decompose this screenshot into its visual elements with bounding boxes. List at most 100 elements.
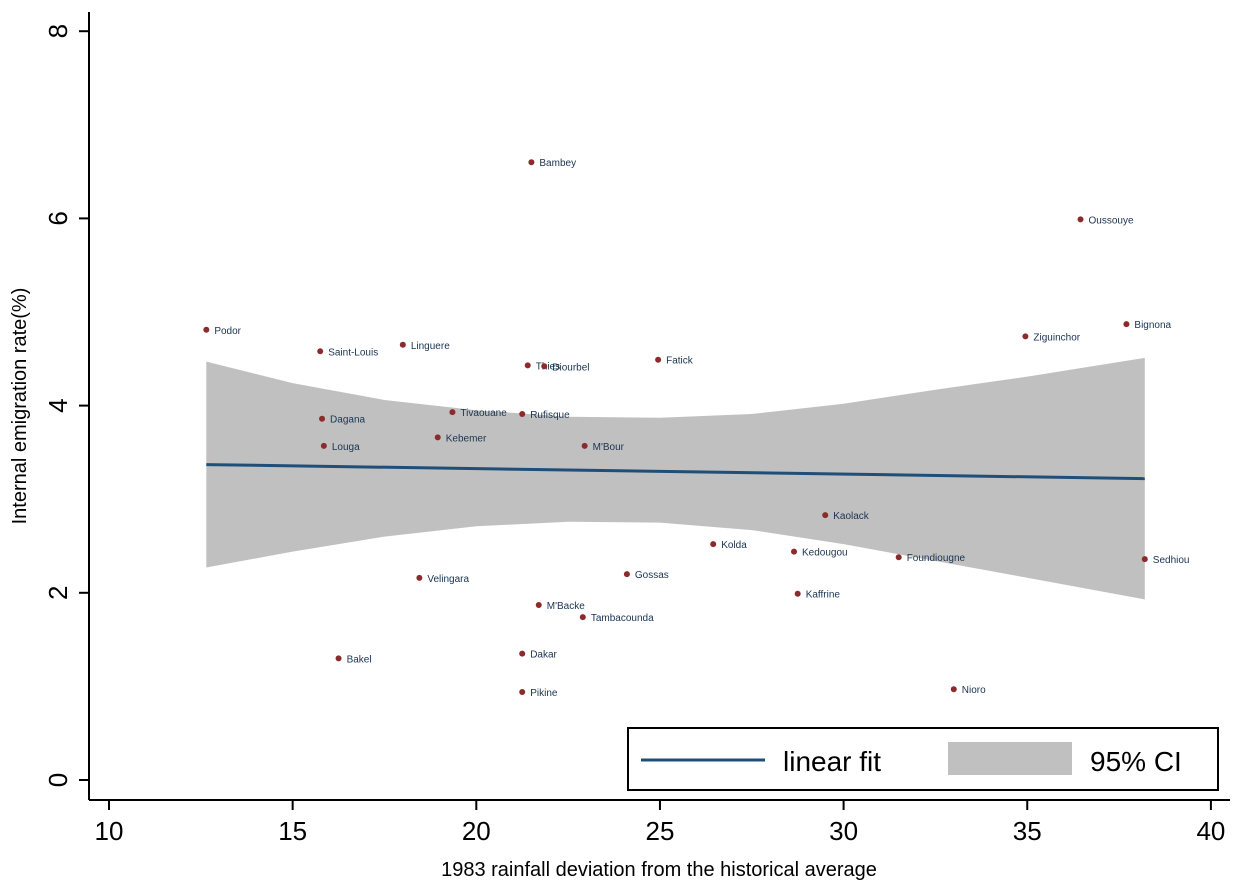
x-tick-label: 30 [829, 816, 858, 846]
data-point [535, 601, 542, 608]
data-point-label: Bambey [539, 158, 576, 169]
data-point [519, 411, 526, 418]
data-point-label: Kolda [721, 540, 747, 551]
data-point [579, 614, 586, 621]
data-point-group: Kaffrine [794, 590, 840, 601]
data-point [320, 442, 327, 449]
data-point-group: Dagana [319, 415, 366, 426]
data-point-label: M'Bour [593, 442, 625, 453]
y-tick-label: 0 [43, 773, 73, 787]
data-point-label: Oussouye [1089, 215, 1134, 226]
data-point [203, 326, 210, 333]
data-point-group: Foundiougne [895, 553, 966, 564]
data-point [335, 655, 342, 662]
data-point [1077, 216, 1084, 223]
data-point [541, 363, 548, 370]
y-tick-label: 8 [43, 24, 73, 38]
x-tick-label: 40 [1196, 816, 1225, 846]
data-point-label: Diourbel [552, 362, 589, 373]
data-point [581, 442, 588, 449]
x-axis-title: 1983 rainfall deviation from the histori… [441, 859, 877, 881]
y-tick-label: 6 [43, 211, 73, 225]
data-point-group: Podor [203, 326, 242, 337]
data-point [449, 409, 456, 416]
data-point-label: M'Backe [547, 601, 585, 612]
data-point-group: Dakar [519, 650, 558, 661]
data-point-label: Tambacounda [591, 613, 654, 624]
x-tick-label: 25 [645, 816, 674, 846]
data-point-group: Rufisque [519, 410, 570, 421]
y-axis-title: Internal emigration rate(%) [9, 288, 31, 525]
data-point-label: Podor [214, 326, 241, 337]
data-point-group: Kedougou [791, 548, 848, 559]
data-point [528, 159, 535, 166]
data-point [399, 341, 406, 348]
data-point-group: Pikine [519, 688, 558, 699]
data-point [822, 512, 829, 519]
data-point-label: Saint-Louis [328, 347, 378, 358]
data-point [519, 689, 526, 696]
legend-label-linear-fit: linear fit [783, 746, 881, 777]
x-tick-label: 20 [462, 816, 491, 846]
data-point-group: Tivaouane [449, 408, 507, 419]
data-point-group: M'Bour [581, 442, 625, 453]
data-point [434, 434, 441, 441]
data-point [895, 554, 902, 561]
data-point [655, 356, 662, 363]
data-point-group: Velingara [416, 574, 470, 585]
fit-line [206, 463, 1145, 481]
data-point [1022, 333, 1029, 340]
data-point-label: Linguere [411, 341, 450, 352]
data-point-label: Rufisque [530, 410, 570, 421]
data-point-label: Velingara [427, 574, 469, 585]
data-point [519, 650, 526, 657]
data-point [524, 362, 531, 369]
data-point-label: Nioro [962, 685, 986, 696]
data-point [1123, 321, 1130, 328]
data-point-label: Gossas [635, 570, 669, 581]
fit-line-layer [206, 463, 1145, 481]
data-point-group: Sedhiou [1141, 555, 1190, 566]
data-point-group: Tambacounda [579, 613, 654, 624]
data-point-label: Bakel [347, 654, 372, 665]
x-tick-label: 10 [95, 816, 124, 846]
legend: linear fit 95% CI [627, 727, 1219, 791]
data-point-group: M'Backe [535, 601, 585, 612]
y-tick-label: 2 [43, 586, 73, 600]
data-point [791, 548, 798, 555]
data-point-label: Bignona [1134, 320, 1171, 331]
data-point-label: Thies [536, 361, 560, 372]
ci-band [206, 357, 1145, 600]
data-point-group: Diourbel [541, 362, 590, 373]
ticks-layer: 10 15 20 25 30 35 40 0 2 4 6 8 [43, 24, 1225, 846]
data-point-group: Gossas [623, 570, 669, 581]
x-tick-label: 15 [278, 816, 307, 846]
data-point-label: Dakar [530, 650, 557, 661]
data-point-label: Louga [332, 442, 360, 453]
data-point [416, 574, 423, 581]
data-point [623, 571, 630, 578]
data-point-group: Ziguinchor [1022, 332, 1081, 343]
data-point-label: Kedougou [802, 548, 848, 559]
x-tick-label: 35 [1013, 816, 1042, 846]
data-point [1141, 556, 1148, 563]
data-point-label: Sedhiou [1153, 555, 1190, 566]
data-point-group: Thies [524, 361, 560, 372]
data-point-group: Louga [320, 442, 360, 453]
y-tick-label: 4 [43, 398, 73, 412]
data-point [950, 686, 957, 693]
data-point-label: Tivaouane [460, 408, 507, 419]
data-point-group: Fatick [655, 356, 694, 367]
data-point-group: Nioro [950, 685, 986, 696]
ci-band-layer [206, 357, 1145, 600]
data-point-label: Fatick [666, 356, 694, 367]
data-points-layer: Podor Saint-Louis Linguere Dagana Louga Bakel… [203, 158, 1189, 699]
legend-area-swatch [948, 742, 1072, 775]
data-point [710, 541, 717, 548]
data-point-label: Kebemer [446, 433, 487, 444]
data-point-group: Linguere [399, 341, 450, 352]
data-point-label: Ziguinchor [1033, 332, 1080, 343]
legend-label-95-ci: 95% CI [1090, 746, 1182, 777]
data-point [319, 415, 326, 422]
data-point-group: Bignona [1123, 320, 1172, 331]
